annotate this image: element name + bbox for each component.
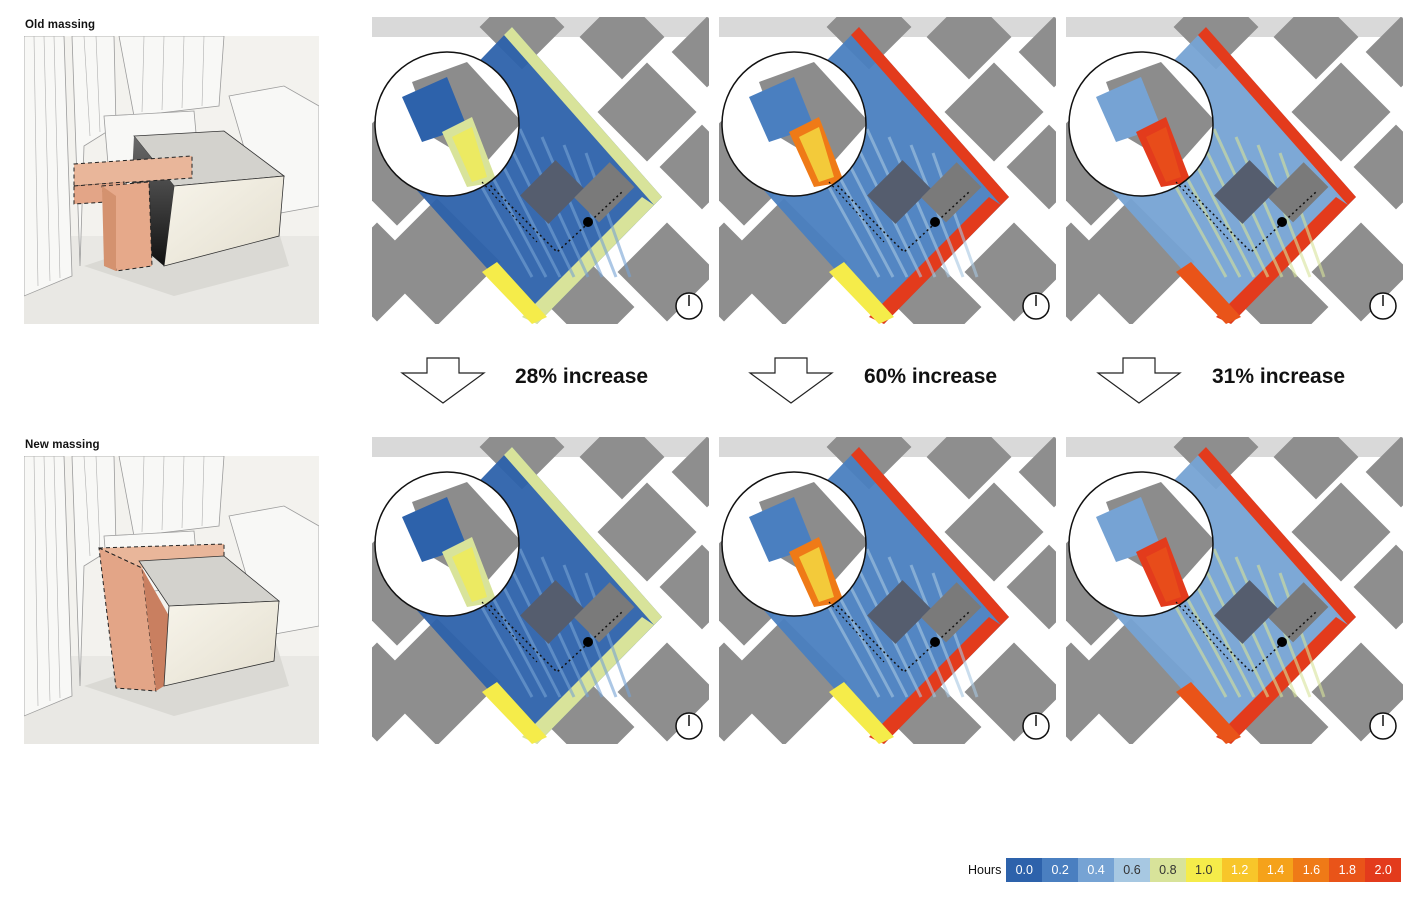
old-massing-render — [24, 36, 319, 324]
legend-title: Hours — [968, 863, 1002, 877]
legend-swatch: 0.4 — [1078, 858, 1115, 882]
legend-swatch: 1.0 — [1185, 858, 1222, 882]
legend-swatch: 0.2 — [1042, 858, 1079, 882]
legend-swatch: 0.6 — [1114, 858, 1150, 882]
legend-swatches: 0.0 0.2 0.4 0.6 0.8 1.0 1.2 1.4 1.6 1.8 2.0 — [1006, 858, 1402, 882]
shadow-map-june-new — [1066, 437, 1403, 744]
shadow-map-december-old — [372, 17, 709, 324]
shadow-map-march-new — [719, 437, 1056, 744]
down-arrow-icon — [400, 357, 486, 404]
shadow-map-march-old — [719, 17, 1056, 324]
hours-legend: Hours 0.0 0.2 0.4 0.6 0.8 1.0 1.2 1.4 1.6 1.8 2.0 — [968, 858, 1402, 882]
legend-swatch: 1.2 — [1221, 858, 1258, 882]
legend-swatch: 1.4 — [1257, 858, 1294, 882]
comparison-december: 28% increase — [515, 365, 649, 388]
new-massing-label: New massing — [25, 439, 100, 451]
legend-swatch: 1.8 — [1329, 858, 1366, 882]
comparison-june: 31% increase — [1212, 365, 1346, 388]
legend-swatch: 2.0 — [1365, 858, 1402, 882]
shadow-map-june-old — [1066, 17, 1403, 324]
new-massing-render — [24, 456, 319, 744]
shadow-map-december-new — [372, 437, 709, 744]
down-arrow-icon — [1096, 357, 1182, 404]
legend-swatch: 0.8 — [1149, 858, 1186, 882]
legend-swatch: 1.6 — [1293, 858, 1330, 882]
old-massing-label: Old massing — [25, 19, 96, 31]
down-arrow-icon — [748, 357, 834, 404]
comparison-march: 60% increase — [864, 365, 998, 388]
legend-swatch: 0.0 — [1006, 858, 1043, 882]
